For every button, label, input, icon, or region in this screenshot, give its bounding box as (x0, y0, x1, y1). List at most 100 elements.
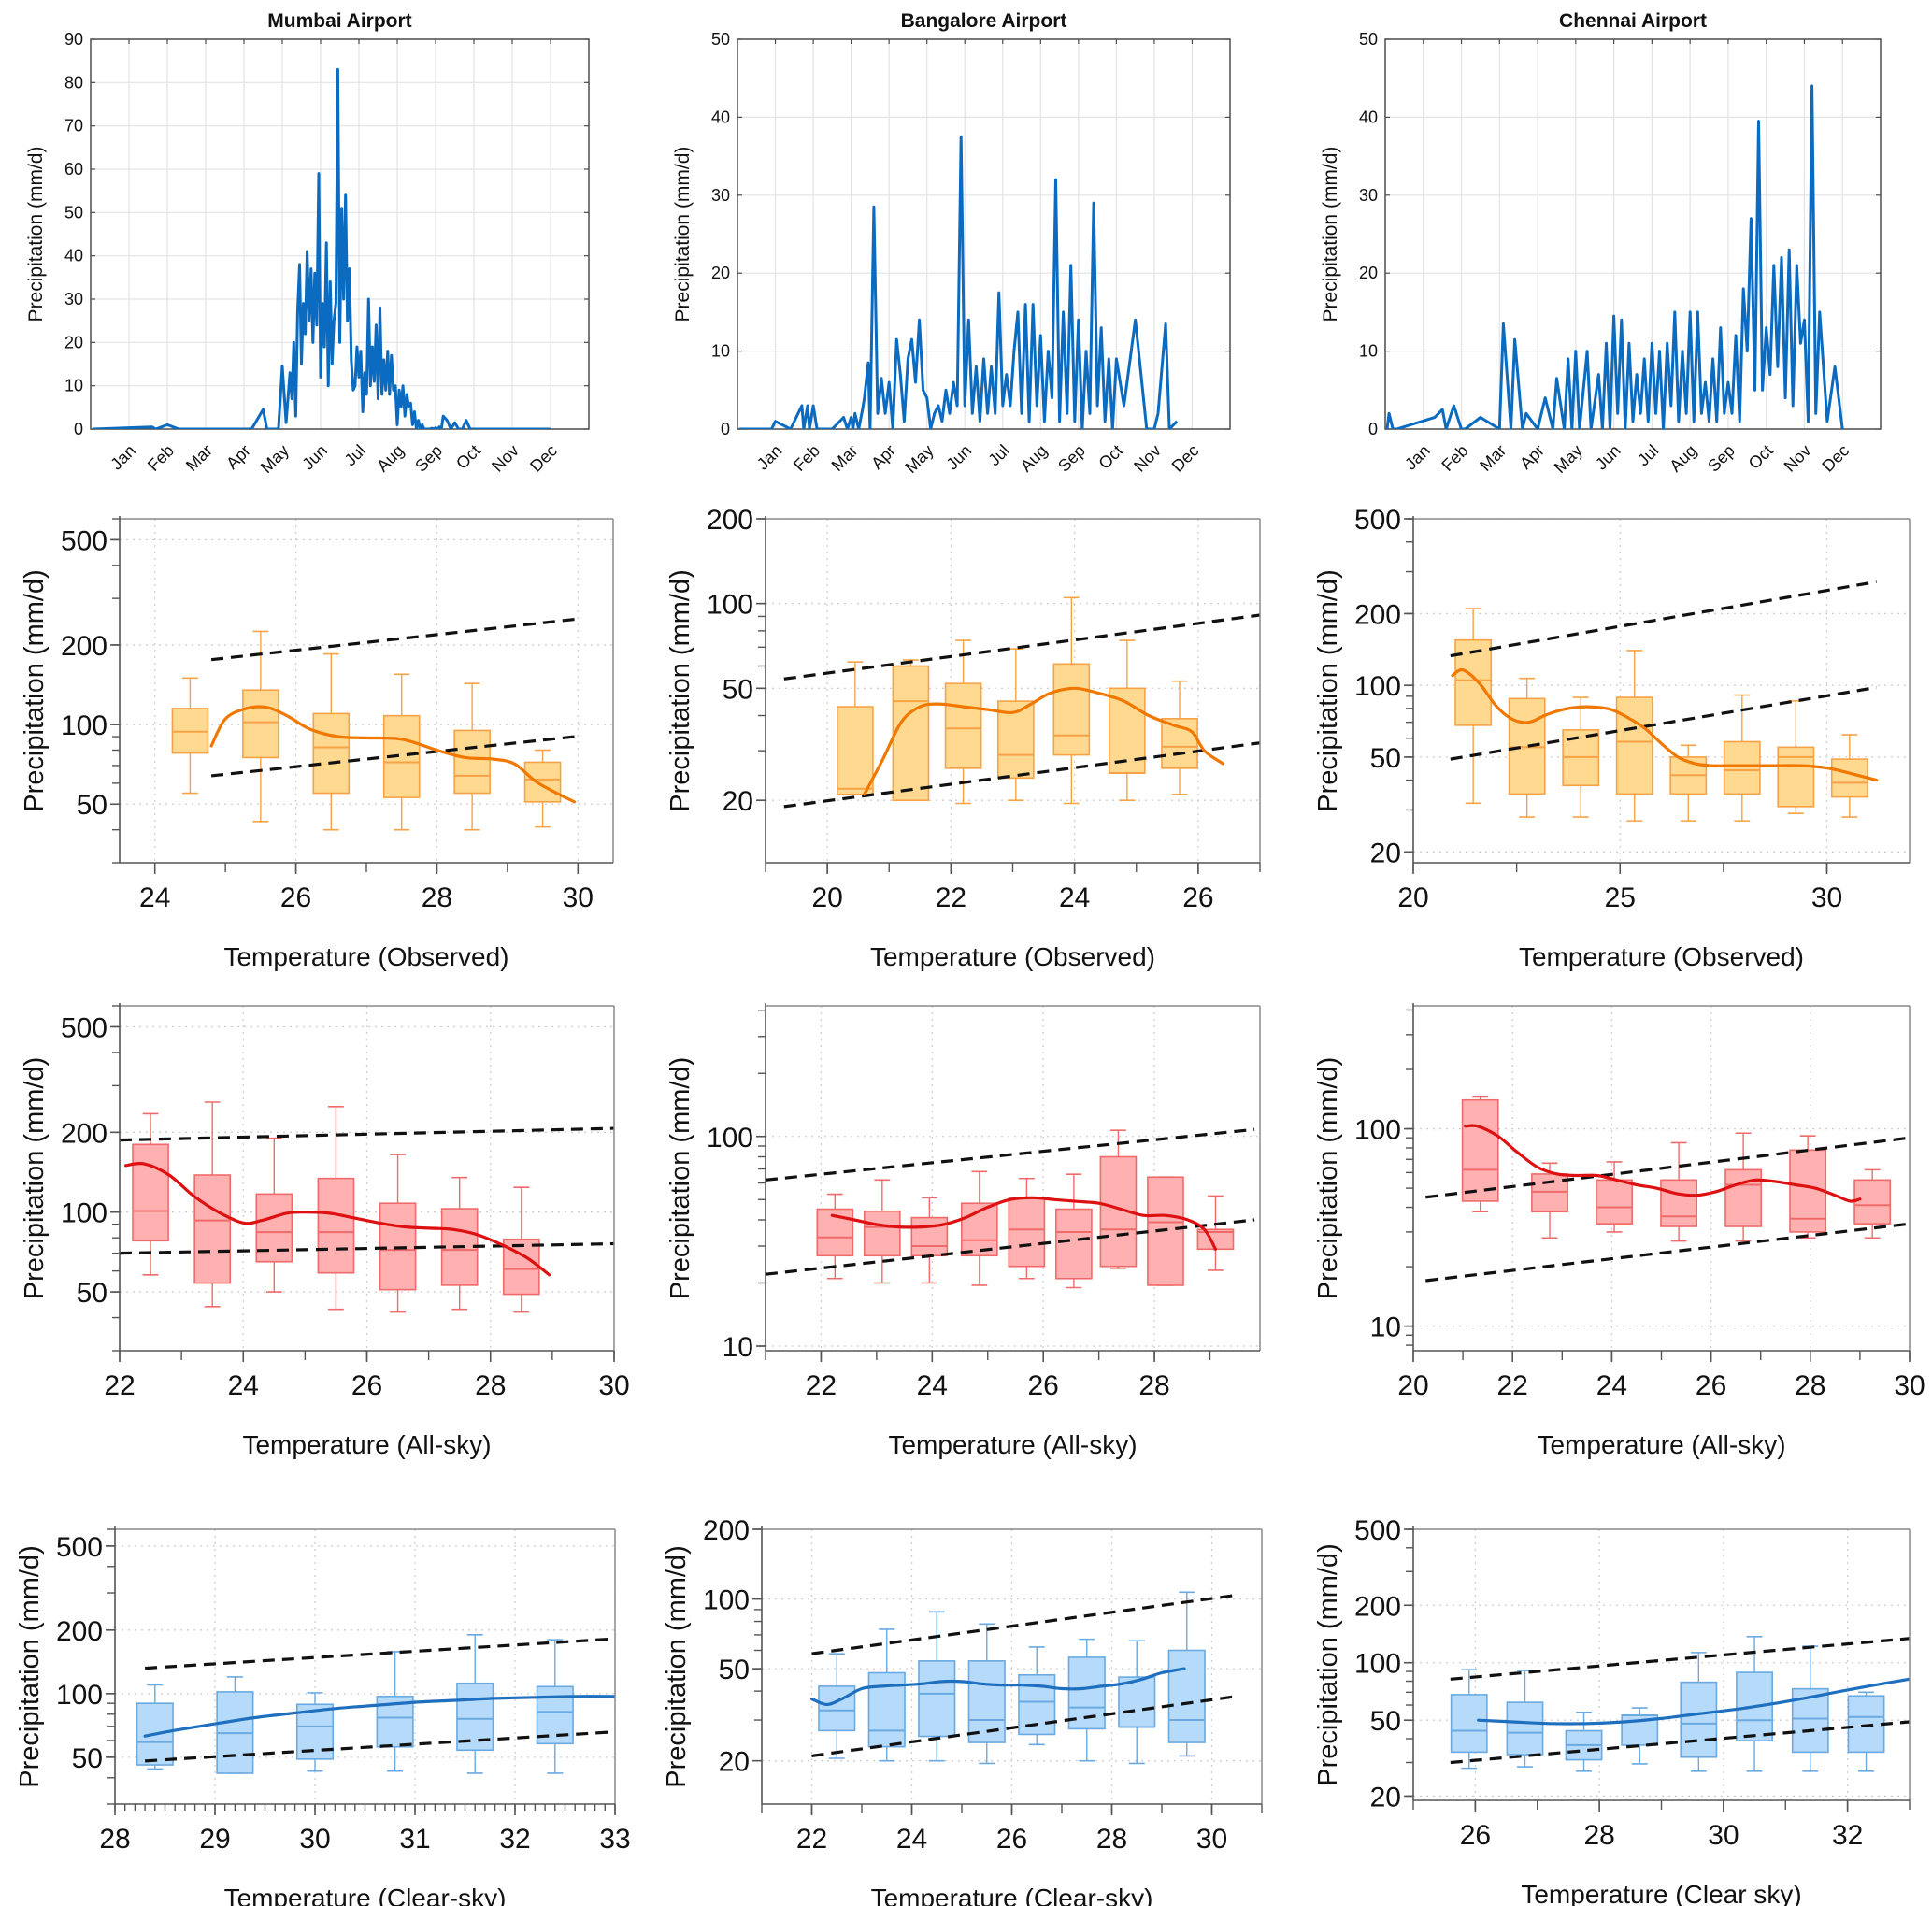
y-tick-label: 20 (1370, 838, 1401, 868)
x-tick-label: May (902, 441, 937, 477)
box-6 (1108, 639, 1146, 801)
x-tick-label: 28 (1583, 1820, 1614, 1851)
x-tick-label: 32 (1832, 1820, 1863, 1851)
x-tick-label: 29 (199, 1824, 230, 1855)
y-tick-label: 10 (711, 342, 730, 361)
x-tick-label: 26 (1460, 1820, 1491, 1851)
y-tick-label: 100 (56, 1680, 103, 1711)
x-axis-label: Temperature (Observed) (223, 942, 508, 971)
iqr-box (944, 682, 982, 769)
smoothed-curve (143, 1695, 615, 1738)
box-1 (1450, 1669, 1488, 1770)
y-tick-label: 40 (64, 247, 83, 265)
y-axis-label: Precipitation (mm/d) (25, 147, 47, 322)
y-tick-label: 50 (1370, 1706, 1401, 1737)
x-tick-label: 30 (563, 882, 594, 913)
panel-chennai-clearsky: 20 50 100 200 500 26 28 30 32 Temperature (Clear … (1313, 1515, 1911, 1906)
x-tick-label: Aug (1017, 441, 1052, 476)
y-tick-label: 500 (61, 525, 107, 556)
y-tick-label: 50 (77, 790, 107, 821)
x-tick-label: Oct (452, 441, 484, 473)
iqr-box (996, 700, 1035, 780)
x-axis-label: Temperature (Clear-sky) (871, 1884, 1153, 1906)
x-tick-label: Mar (182, 441, 216, 475)
box-4 (996, 648, 1035, 801)
y-tick-label: 100 (1354, 1649, 1401, 1680)
chart-title: Chennai Airport (1559, 10, 1707, 32)
x-tick-label: 30 (1708, 1820, 1739, 1851)
x-tick-label: Aug (373, 441, 408, 476)
panel-mumbai-ts: 0 10 20 30 40 50 60 70 80 90 Jan Feb Mar Apr May Jun Jul… (25, 10, 590, 477)
x-tick-label: Sep (1054, 441, 1089, 476)
iqr-box (1724, 1168, 1763, 1227)
axes-frame (1384, 38, 1882, 430)
y-axis-label: Precipitation (mm/d) (20, 1057, 50, 1299)
iqr-box (1450, 1694, 1488, 1754)
box-8 (1847, 1691, 1885, 1772)
x-tick-label: Jul (984, 441, 1012, 469)
y-tick-label: 20 (711, 264, 730, 282)
x-tick-label: 28 (422, 882, 452, 913)
y-tick-label: 20 (723, 786, 753, 817)
y-tick-label: 50 (719, 1655, 750, 1685)
iqr-box (317, 1177, 355, 1274)
iqr-box (136, 1702, 174, 1766)
y-tick-label: 200 (1354, 599, 1401, 630)
x-tick-label: 26 (1028, 1370, 1059, 1401)
y-tick-label: 200 (703, 1515, 750, 1546)
x-axis-label: Temperature (Clear-sky) (224, 1884, 507, 1906)
box-2 (867, 1628, 906, 1762)
iqr-box (863, 1210, 901, 1257)
x-tick-label: Sep (1704, 441, 1739, 476)
x-tick-label: 30 (598, 1370, 629, 1401)
x-tick-label: Dec (1818, 441, 1853, 476)
box-3 (1596, 1161, 1633, 1233)
smoothed-curve (124, 1162, 551, 1277)
x-tick-label: Nov (1130, 441, 1165, 476)
y-tick-label: 30 (1359, 186, 1378, 205)
panel-chennai-ts: 0 10 20 30 40 50 Jan Feb Mar Apr May Jun Jul Aug Sep Oc… (1320, 10, 1882, 477)
chart-title: Bangalore Airport (901, 10, 1067, 32)
y-axis-label: Precipitation (mm/d) (665, 569, 695, 811)
iqr-box (1615, 696, 1653, 795)
x-tick-label: Sep (411, 441, 446, 476)
y-axis-label: Precipitation (mm/d) (1313, 569, 1343, 811)
x-tick-label: 24 (228, 1370, 259, 1401)
y-tick-label: 100 (707, 590, 753, 621)
box-3 (255, 1137, 293, 1293)
iqr-box (837, 706, 874, 795)
y-axis-label: Precipitation (mm/d) (1313, 1057, 1343, 1299)
box-1 (132, 1112, 169, 1276)
box-3 (295, 1692, 335, 1772)
box-5 (1018, 1646, 1056, 1746)
box-7 (1777, 700, 1815, 815)
upper-scaling-line (120, 1126, 614, 1142)
iqr-box (918, 1660, 956, 1738)
x-axis-label: Temperature (Observed) (1519, 942, 1804, 971)
x-tick-label: May (1551, 441, 1586, 477)
x-tick-label: Apr (222, 441, 254, 473)
x-tick-label: 24 (1059, 882, 1090, 913)
y-axis-label: Precipitation (mm/d) (665, 1057, 695, 1299)
x-tick-label: Oct (1095, 441, 1126, 473)
x-tick-label: 30 (299, 1824, 330, 1855)
x-tick-label: Jul (1634, 441, 1662, 469)
box-3 (1565, 1711, 1603, 1772)
upper-scaling-line (811, 1593, 1238, 1655)
lower-scaling-line (766, 1218, 1255, 1276)
x-tick-label: 24 (1596, 1370, 1627, 1401)
iqr-box (1531, 1173, 1568, 1213)
lower-scaling-line (783, 741, 1260, 809)
panel-bangalore-ts: 0 10 20 30 40 50 Jan Feb Mar Apr May Jun Jul Aug Sep Oc… (672, 10, 1231, 477)
smoothed-curve (209, 705, 577, 804)
x-tick-label: Dec (526, 441, 561, 476)
box-1 (818, 1653, 856, 1759)
y-tick-label: 50 (72, 1743, 103, 1774)
x-axis-label: Temperature (Clear sky) (1521, 1880, 1801, 1906)
iqr-box (1847, 1695, 1885, 1754)
smoothed-curve (1477, 1677, 1910, 1726)
iqr-box (312, 712, 351, 795)
x-tick-label: Aug (1666, 441, 1700, 476)
y-tick-label: 30 (711, 186, 730, 205)
lower-scaling-line (210, 735, 575, 778)
